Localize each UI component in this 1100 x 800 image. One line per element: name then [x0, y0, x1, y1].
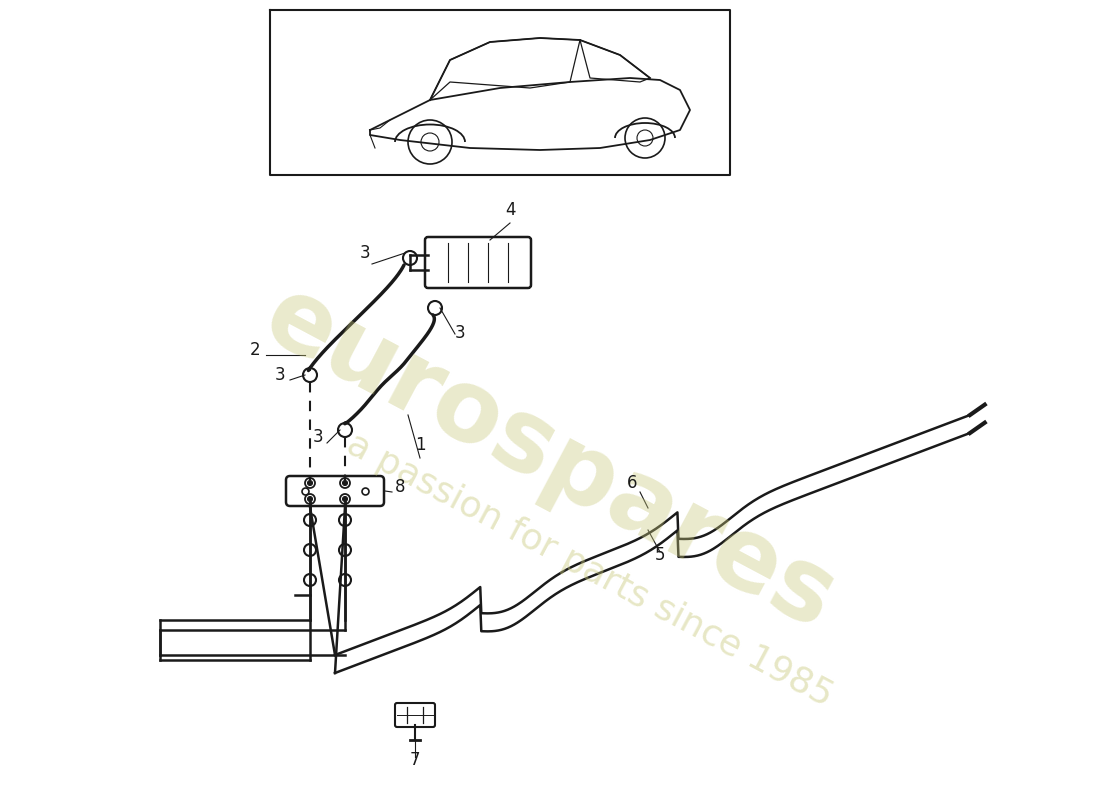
FancyBboxPatch shape: [425, 237, 531, 288]
Circle shape: [342, 481, 348, 486]
Text: 8: 8: [395, 478, 405, 496]
Circle shape: [308, 497, 312, 502]
Text: 6: 6: [627, 474, 637, 492]
Text: 5: 5: [654, 546, 666, 564]
Circle shape: [342, 497, 348, 502]
Circle shape: [308, 481, 312, 486]
Text: 1: 1: [415, 436, 426, 454]
Text: a passion for parts since 1985: a passion for parts since 1985: [341, 427, 839, 713]
Text: 3: 3: [360, 244, 371, 262]
FancyBboxPatch shape: [286, 476, 384, 506]
Text: eurospares: eurospares: [249, 269, 851, 651]
Text: 2: 2: [250, 341, 261, 359]
Text: 3: 3: [275, 366, 285, 384]
Text: 7: 7: [409, 751, 420, 769]
Text: 4: 4: [505, 201, 515, 219]
Text: 3: 3: [454, 324, 465, 342]
Text: 3: 3: [312, 428, 323, 446]
FancyBboxPatch shape: [395, 703, 434, 727]
